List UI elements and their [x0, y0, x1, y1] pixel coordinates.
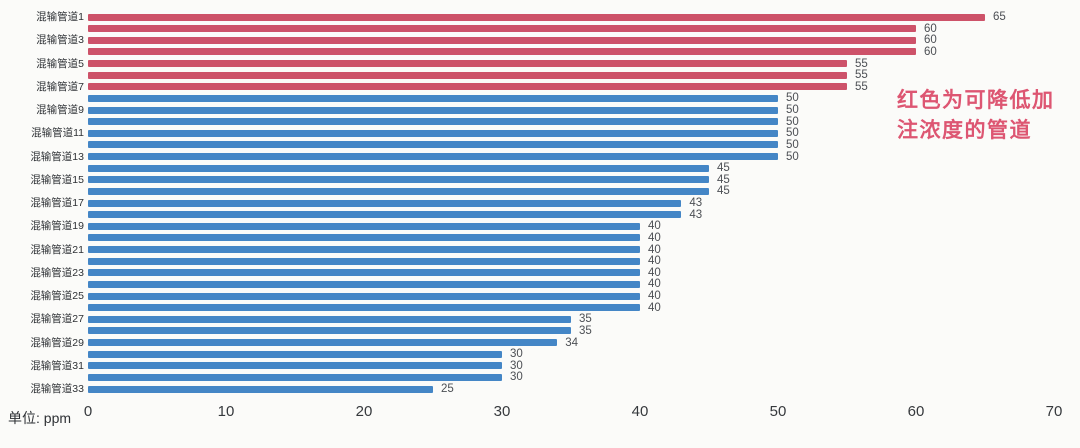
bar: [88, 118, 778, 126]
value-label: 50: [786, 104, 799, 116]
bar: [88, 141, 778, 149]
category-label: 混输管道11: [31, 127, 84, 140]
value-label: 30: [510, 359, 523, 372]
bar: [88, 13, 985, 21]
bar: [88, 176, 709, 184]
x-tick-label: 40: [631, 403, 649, 420]
value-label: 50: [786, 115, 799, 128]
category-label: 混输管道15: [30, 173, 84, 186]
category-label: 混输管道5: [36, 57, 84, 70]
annotation: 红色为可降低加 注浓度的管道: [897, 86, 1055, 146]
x-tick-label: 30: [493, 403, 511, 420]
bar: [88, 292, 640, 300]
value-label: 40: [648, 231, 661, 244]
x-tick-label: 70: [1045, 403, 1063, 420]
category-label: 混输管道21: [30, 243, 84, 256]
value-label: 40: [648, 220, 661, 233]
bar: [88, 199, 682, 207]
bar: [88, 385, 433, 393]
x-tick-label: 60: [907, 403, 925, 420]
bar: [88, 60, 847, 67]
bar: [88, 83, 847, 91]
value-label: 35: [579, 313, 592, 326]
bar: [88, 71, 847, 79]
value-label: 45: [717, 173, 730, 186]
category-label: 混输管道3: [36, 34, 84, 47]
value-label: 40: [648, 243, 661, 256]
value-label: 50: [786, 127, 799, 140]
x-tick-label: 0: [83, 403, 93, 420]
bar: [88, 164, 709, 172]
value-label: 60: [924, 22, 937, 35]
bar: [88, 362, 502, 370]
bar: [88, 129, 778, 137]
bar: [88, 304, 640, 312]
category-label: 混输管道13: [30, 150, 84, 163]
value-label: 55: [855, 69, 868, 82]
value-label: 55: [855, 57, 868, 70]
category-label: 混输管道31: [30, 359, 84, 372]
value-label: 43: [689, 208, 703, 221]
bar: [88, 246, 640, 253]
value-label: 40: [648, 278, 661, 291]
value-label: 30: [510, 371, 523, 384]
category-label: 混输管道33: [30, 383, 84, 395]
value-label: 35: [579, 324, 592, 337]
annotation-line-1: 红色为可降低加: [897, 89, 1055, 112]
value-label: 60: [924, 45, 937, 58]
bar: [88, 94, 778, 102]
bar: [88, 373, 502, 381]
category-label: 混输管道23: [30, 266, 84, 279]
x-tick-label: 10: [217, 403, 235, 420]
unit-label: 单位: ppm: [8, 410, 72, 426]
bar: [88, 327, 571, 335]
bar: [88, 36, 916, 44]
value-label: 25: [441, 383, 454, 395]
bar: [88, 187, 709, 195]
bar: [88, 234, 640, 242]
bar: [88, 211, 682, 219]
value-label: 40: [648, 266, 661, 279]
value-label: 30: [510, 348, 523, 361]
bar: [88, 25, 916, 33]
value-label: 45: [717, 162, 730, 175]
value-label: 40: [648, 301, 661, 314]
value-label: 60: [924, 34, 937, 47]
bar: [88, 315, 571, 323]
value-label: 40: [648, 255, 661, 268]
bar: [88, 222, 640, 230]
bar: [88, 269, 640, 277]
bar: [88, 106, 778, 114]
bar: [88, 350, 502, 358]
category-label: 混输管道27: [30, 313, 84, 326]
bar: [88, 257, 640, 265]
value-label: 40: [648, 290, 661, 302]
category-label: 混输管道7: [36, 80, 84, 93]
category-label: 混输管道9: [36, 104, 84, 116]
value-label: 50: [786, 150, 799, 163]
bar: [88, 339, 558, 346]
value-label: 65: [993, 11, 1006, 23]
value-label: 43: [689, 197, 703, 209]
bar: [88, 280, 640, 288]
value-label: 45: [717, 185, 730, 198]
category-label: 混输管道25: [30, 290, 84, 302]
annotation-line-2: 注浓度的管道: [897, 119, 1032, 142]
value-label: 50: [786, 92, 799, 105]
category-label: 混输管道1: [36, 11, 84, 23]
value-label: 34: [565, 336, 578, 349]
value-label: 55: [855, 80, 868, 93]
category-label: 混输管道17: [30, 197, 84, 209]
value-label: 50: [786, 138, 799, 151]
bar: [88, 48, 916, 56]
x-tick-label: 20: [355, 403, 373, 420]
category-label: 混输管道19: [30, 220, 84, 233]
category-label: 混输管道29: [30, 336, 84, 349]
x-tick-label: 50: [769, 403, 787, 420]
bar: [88, 153, 778, 160]
